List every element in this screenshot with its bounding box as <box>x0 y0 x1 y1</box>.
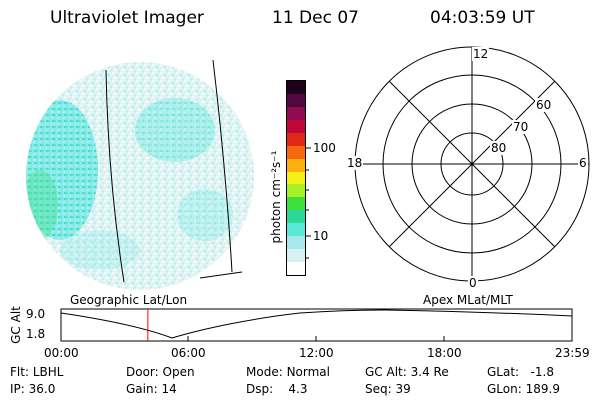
colorbar-segment <box>287 236 305 250</box>
status-ip: IP: 36.0 <box>10 382 55 396</box>
image-date: 11 Dec 07 <box>272 8 359 28</box>
x-tick-0000: 00:00 <box>44 346 79 360</box>
ip-value: 36.0 <box>28 382 56 396</box>
status-door: Door: Open <box>126 365 195 379</box>
colorbar-tick-100: 100 <box>313 141 336 155</box>
glon-value: 189.9 <box>525 382 560 396</box>
gain-value: 14 <box>161 382 177 396</box>
status-seq: Seq: 39 <box>365 382 411 396</box>
colorbar-segment <box>287 223 305 237</box>
glat-label: GLat: <box>487 365 520 379</box>
colorbar-tick-10: 10 <box>313 229 329 243</box>
colorbar-segment <box>287 171 305 185</box>
colorbar-segment <box>287 262 305 275</box>
mode-value: Normal <box>286 365 330 379</box>
colorbar-segment <box>287 210 305 224</box>
colorbar-segment <box>287 249 305 263</box>
status-glon: GLon: 189.9 <box>487 382 560 396</box>
flt-value: LBHL <box>32 365 64 379</box>
colorbar-segment <box>287 145 305 159</box>
door-value: Open <box>162 365 195 379</box>
colorbar-segment <box>287 197 305 211</box>
glat-value: -1.8 <box>530 365 554 379</box>
flt-label: Flt: <box>10 365 29 379</box>
ip-label: IP: <box>10 382 25 396</box>
colorbar <box>286 80 306 276</box>
mlat-label-70: 70 <box>512 120 530 134</box>
colorbar-segment <box>287 106 305 120</box>
mlt-label-6: 6 <box>578 156 588 170</box>
colorbar-segment <box>287 158 305 172</box>
seq-value: 39 <box>395 382 411 396</box>
status-gain: Gain: 14 <box>126 382 177 396</box>
colorbar-segment <box>287 93 305 107</box>
dsp-value: 4.3 <box>288 382 308 396</box>
colorbar-segment <box>287 119 305 133</box>
mlt-label-0: 0 <box>468 276 478 290</box>
status-glat: GLat: -1.8 <box>487 365 554 379</box>
mode-label: Mode: <box>246 365 283 379</box>
gcalt-value: 3.4 Re <box>410 365 449 379</box>
glon-label: GLon: <box>487 382 522 396</box>
door-label: Door: <box>126 365 159 379</box>
x-tick-1800: 18:00 <box>427 346 462 360</box>
status-flt: Flt: LBHL <box>10 365 63 379</box>
status-mode: Mode: Normal <box>246 365 330 379</box>
apex-caption: Apex MLat/MLT <box>423 293 513 307</box>
colorbar-segment <box>287 132 305 146</box>
gain-label: Gain: <box>126 382 158 396</box>
mlat-label-60: 60 <box>535 98 553 112</box>
y-min-label: 1.8 <box>26 327 46 341</box>
status-gcalt: GC Alt: 3.4 Re <box>365 365 449 379</box>
instrument-title: Ultraviolet Imager <box>50 8 204 28</box>
colorbar-segment <box>287 81 305 94</box>
colorbar-segment <box>287 184 305 198</box>
mlat-label-80: 80 <box>490 141 508 155</box>
image-time: 04:03:59 UT <box>430 8 535 28</box>
mlt-label-18: 18 <box>346 156 364 170</box>
geographic-caption: Geographic Lat/Lon <box>70 293 188 307</box>
x-tick-0600: 06:00 <box>171 346 206 360</box>
seq-label: Seq: <box>365 382 392 396</box>
gcalt-label: GC Alt: <box>365 365 407 379</box>
x-tick-1200: 12:00 <box>299 346 334 360</box>
y-max-label: 9.0 <box>26 307 46 321</box>
x-tick-2359: 23:59 <box>555 346 590 360</box>
mlt-label-12: 12 <box>472 47 490 61</box>
status-dsp: Dsp: 4.3 <box>246 382 308 396</box>
dsp-label: Dsp: <box>246 382 274 396</box>
